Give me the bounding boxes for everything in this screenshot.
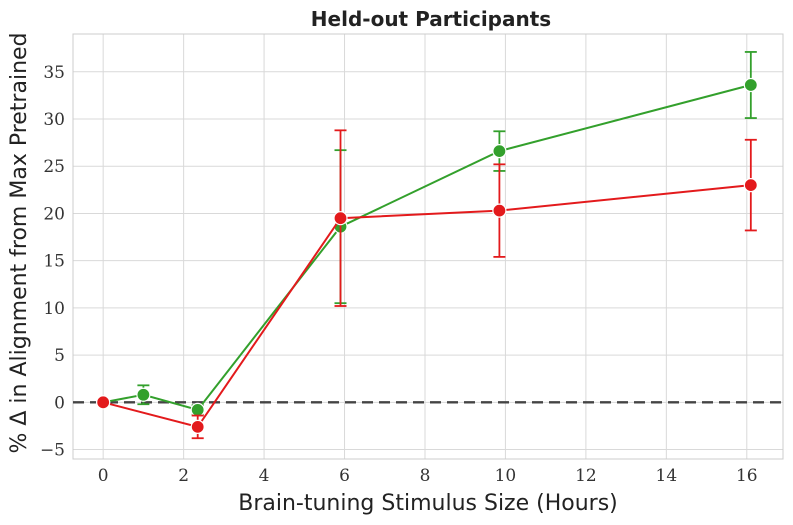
data-point bbox=[190, 402, 205, 417]
x-tick-label: 4 bbox=[259, 466, 270, 486]
y-axis-title: % Δ in Alignment from Max Pretrained bbox=[7, 32, 32, 453]
y-tick-label: 5 bbox=[54, 346, 65, 366]
y-tick-label: 25 bbox=[43, 157, 65, 177]
y-tick-label: 20 bbox=[43, 204, 65, 224]
y-tick-label: 10 bbox=[43, 299, 65, 319]
y-tick-label: 0 bbox=[54, 393, 65, 413]
data-point bbox=[96, 395, 111, 410]
data-point bbox=[743, 178, 758, 193]
data-point bbox=[492, 203, 507, 218]
data-point bbox=[743, 77, 758, 93]
x-tick-label: 16 bbox=[736, 466, 758, 486]
series-1 bbox=[96, 129, 758, 440]
data-point bbox=[333, 211, 348, 226]
y-tick-label: 35 bbox=[43, 63, 65, 83]
data-point bbox=[136, 387, 151, 402]
x-tick-label: 6 bbox=[339, 466, 350, 486]
x-tick-label: 10 bbox=[495, 466, 517, 486]
plot-frame bbox=[72, 33, 784, 460]
series-0 bbox=[96, 51, 758, 417]
grid-layer bbox=[73, 34, 783, 459]
x-tick-label: 2 bbox=[178, 466, 189, 486]
series-line bbox=[103, 84, 752, 412]
y-tick-label: 15 bbox=[43, 252, 65, 272]
x-tick-label: 14 bbox=[656, 466, 678, 486]
y-tick-label: 30 bbox=[43, 110, 65, 130]
x-tick-label: 12 bbox=[575, 466, 597, 486]
x-axis-title: Brain-tuning Stimulus Size (Hours) bbox=[238, 491, 618, 516]
series-line bbox=[102, 184, 751, 429]
y-tick-label: −5 bbox=[40, 441, 65, 461]
x-tick-label: 0 bbox=[98, 466, 109, 486]
data-point bbox=[492, 144, 507, 159]
chart-title: Held-out Participants bbox=[311, 7, 551, 31]
data-point bbox=[190, 419, 205, 434]
series-layer bbox=[96, 51, 758, 440]
x-tick-label: 8 bbox=[420, 466, 431, 486]
tick-label-layer: 0 2 4 6 8 10 12 14 16 −5 0 5 10 15 20 25 30 35 bbox=[40, 63, 758, 486]
